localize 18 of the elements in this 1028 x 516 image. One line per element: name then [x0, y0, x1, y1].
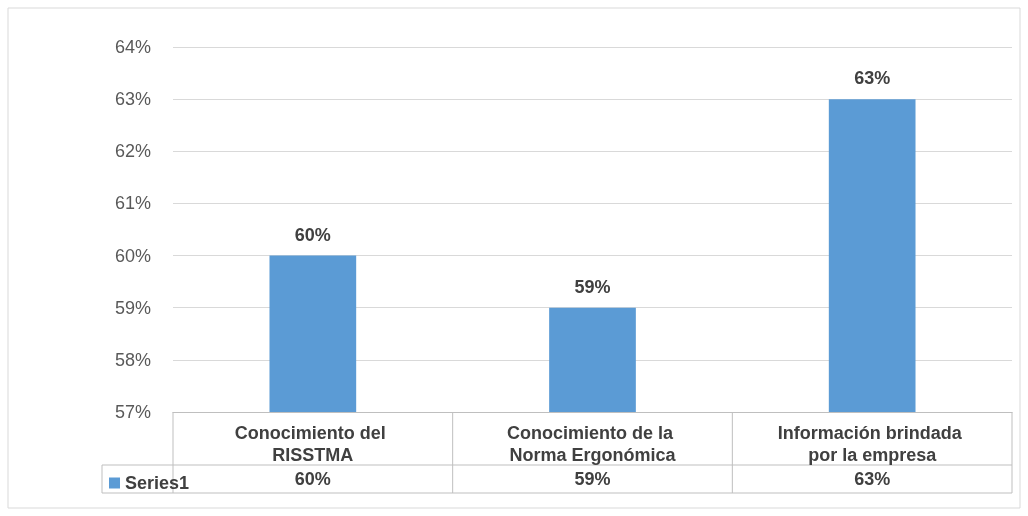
y-tick-label: 60%	[114, 245, 151, 266]
y-tick-label: 63%	[114, 89, 151, 110]
x-tick-label: Información brindada por la empresa	[777, 423, 967, 465]
x-tick-label: Conocimiento del RISSTMA	[234, 423, 391, 465]
text: 59%	[574, 276, 611, 297]
x-tick-label: Conocimiento de la Norma Ergonómica	[506, 423, 679, 465]
y-tick-label: 61%	[114, 193, 151, 214]
text: 60%	[294, 224, 331, 245]
data-label: 63%	[854, 469, 891, 489]
data-label: 60%	[294, 469, 331, 489]
y-tick-label: 59%	[114, 297, 151, 318]
data-label: 59%	[574, 469, 611, 489]
y-tick-label: 57%	[114, 402, 151, 422]
y-tick-label: 62%	[114, 141, 151, 162]
legend-label: Series1	[125, 473, 190, 493]
y-tick-label: 58%	[114, 349, 151, 370]
text: 63%	[854, 68, 891, 89]
y-tick-label: 64%	[114, 37, 151, 57]
